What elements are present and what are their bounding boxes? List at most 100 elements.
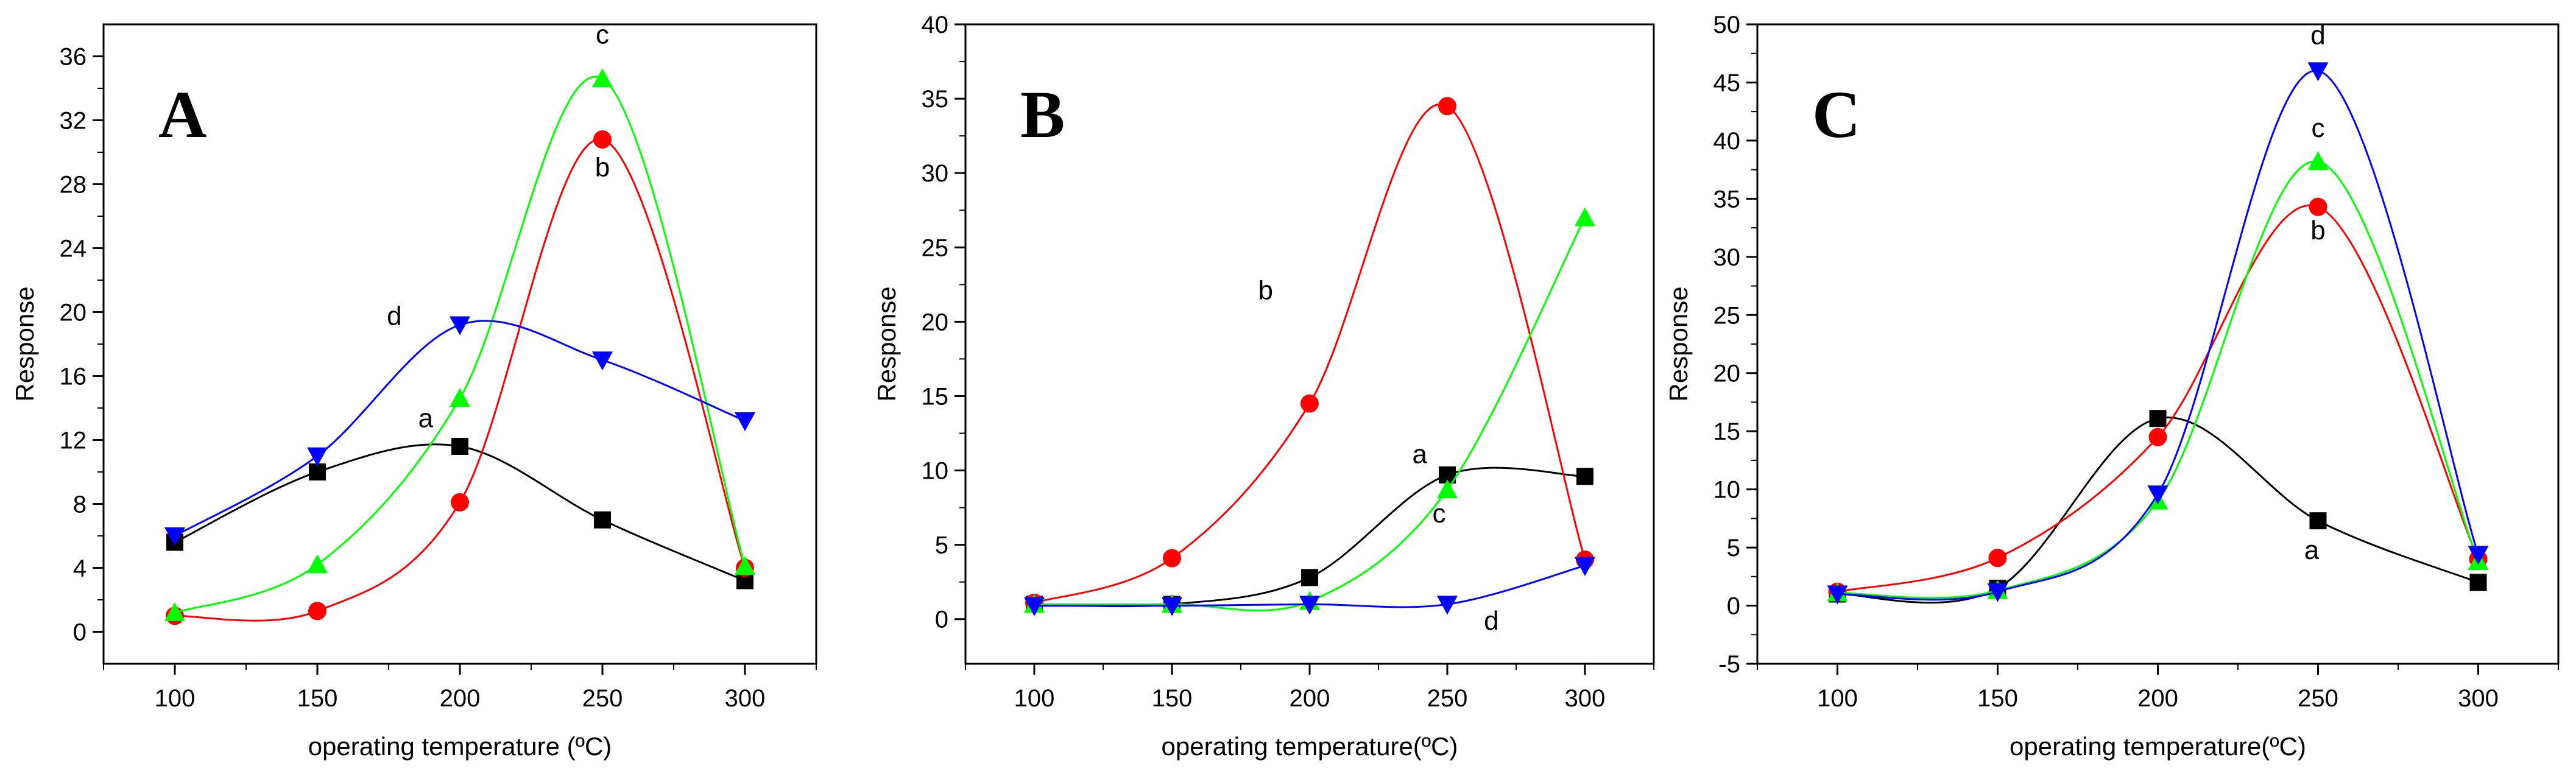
- panel-b-letter: B: [1020, 77, 1065, 152]
- panel-b-series-d-point: [1162, 597, 1182, 616]
- panel-b: 100 150 200 250 300 0 5 10 15 20 25 30 35 40 operating…: [872, 12, 1655, 761]
- panel-a-series-a: a: [166, 404, 753, 589]
- panel-c-series-b-point: [2309, 197, 2327, 216]
- panel-b-series-d-point: [1437, 596, 1458, 615]
- panel-b-series-b: b: [1025, 97, 1594, 612]
- panel-a-series-c-point: [164, 602, 185, 621]
- panel-b-series-d-label: d: [1484, 606, 1498, 636]
- panel-a-series-b-point: [451, 493, 469, 512]
- panel-c-x-tick-label: 250: [2298, 685, 2338, 712]
- panel-b-series-c-label: c: [1432, 499, 1445, 529]
- panel-b-series-a-label: a: [1413, 439, 1428, 469]
- panel-a-x-tick-label: 100: [155, 685, 196, 712]
- panel-b-series-b-point: [1438, 97, 1456, 116]
- panel-a-y-tick-label: 20: [60, 300, 87, 326]
- panel-c-letter: C: [1812, 77, 1860, 152]
- panel-c-y-tick-label: 40: [1713, 128, 1741, 155]
- panel-a-series-a-label: a: [418, 404, 434, 434]
- panel-c-y-tick-label: 15: [1713, 418, 1741, 445]
- panel-c-y-tick-label: 10: [1713, 477, 1741, 504]
- panel-b-series-b-line: [1034, 103, 1586, 604]
- panel-c-series-d-point: [1827, 585, 1848, 605]
- panel-c-y-tick-label: 50: [1713, 12, 1741, 38]
- panel-b-y-tick-label: 0: [935, 607, 948, 633]
- panel-a-x-tick-label: 300: [725, 685, 766, 712]
- panel-a-y-axis-label: Response: [10, 286, 39, 401]
- panel-c-series-c-point: [2307, 151, 2329, 171]
- panel-c-series-d-point: [2307, 62, 2329, 82]
- panel-b-series-b-label: b: [1258, 276, 1272, 306]
- panel-c-series-d-point: [2468, 546, 2489, 565]
- panel-c-x-tick-label: 150: [1977, 685, 2018, 712]
- panel-c-y-tick-label: 45: [1713, 69, 1741, 96]
- panel-c-series-d-point: [2147, 485, 2168, 505]
- panel-a-x-tick-label: 250: [582, 685, 623, 712]
- panel-a-series-a-point: [451, 438, 468, 455]
- panel-a-series-b-point: [593, 130, 612, 149]
- panel-a-plot-frame: [102, 23, 817, 665]
- panel-c-x-tick-label: 100: [1817, 685, 1858, 712]
- panel-a-series-b-label: b: [595, 152, 610, 182]
- panel-c-series-b: b: [1828, 197, 2488, 601]
- panel-c-y-tick-label: 35: [1713, 186, 1741, 213]
- panel-b-series-c-point: [1575, 207, 1595, 227]
- panel-c-series-d: d: [1827, 20, 2489, 605]
- panel-a-y-tick-label: 8: [73, 491, 86, 518]
- panel-a-y-tick-label: 16: [60, 364, 87, 390]
- panel-a-y-tick-label: 12: [60, 427, 87, 454]
- panel-b-y-axis-label: Response: [872, 286, 901, 401]
- panel-c-series-d-point: [1987, 583, 2008, 602]
- panel-c-y-tick-label: 5: [1727, 535, 1740, 561]
- panel-a-letter: A: [158, 77, 206, 152]
- panel-c-y-axis-label: Response: [1664, 286, 1693, 401]
- panel-a-y-tick-label: 24: [60, 236, 87, 262]
- panel-b-series-b-point: [1163, 549, 1181, 568]
- panel-a-series-c-point: [307, 554, 328, 574]
- panel-c-y-tick-label: 25: [1713, 302, 1741, 329]
- panel-c-y-tick-label: -5: [1718, 651, 1740, 678]
- panel-b-y-tick-label: 25: [922, 234, 949, 261]
- panel-a-series-c-label: c: [596, 20, 609, 50]
- panel-b-x-axis-label: operating temperature(ºC): [1162, 732, 1458, 761]
- panel-c-series-a-point: [2309, 512, 2327, 530]
- panel-a-series-a-line: [174, 443, 746, 582]
- panel-c-series-c: c: [1827, 113, 2489, 602]
- panel-b-plot-frame: [964, 23, 1655, 665]
- panel-c-series-b-label: b: [2310, 216, 2325, 245]
- panel-a-series-b: b: [166, 130, 754, 625]
- panel-b-series-a-point: [1576, 468, 1593, 485]
- panel-b-x-tick-label: 200: [1290, 685, 1330, 712]
- panel-c-series-c-label: c: [2312, 113, 2325, 143]
- panel-c-series-a-label: a: [2304, 535, 2320, 565]
- panel-c-x-tick-label: 300: [2458, 685, 2499, 712]
- panel-c-series-a-point: [2469, 574, 2487, 591]
- panel-a-series-b-point: [308, 602, 326, 621]
- panel-b-y-tick-label: 15: [922, 383, 949, 410]
- panel-b-series-a-point: [1301, 569, 1318, 586]
- panel-b-series-d-point: [1024, 597, 1045, 616]
- panel-c-series-c-line: [1837, 160, 2479, 599]
- panel-b-y-tick-label: 40: [922, 12, 949, 38]
- panel-a-series-c: c: [164, 20, 755, 621]
- panel-a-series-d-point: [735, 412, 755, 431]
- panel-c-y-tick-label: 0: [1727, 593, 1740, 620]
- panel-a-series-c-point: [592, 68, 613, 88]
- panel-c: 100 150 200 250 300 -5 0 5 10 15 20 25 30 35 40 45 50 ope…: [1664, 12, 2560, 761]
- panel-b-x-tick-label: 250: [1427, 685, 1468, 712]
- panel-b-series-c-point: [1437, 479, 1458, 499]
- panel-a-y-tick-label: 36: [60, 44, 87, 71]
- panel-a-series-d-point: [307, 447, 328, 466]
- panel-b-y-tick-label: 35: [922, 86, 949, 113]
- panel-a-x-tick-label: 150: [297, 685, 338, 712]
- panel-c-x-axis-label: operating temperature(ºC): [2010, 732, 2306, 761]
- panel-a-series-d: d: [164, 301, 755, 546]
- panel-b-y-tick-label: 20: [922, 309, 949, 336]
- panel-b-series-c-line: [1034, 217, 1586, 612]
- panel-a: 100 150 200 250 300 0 4 8 12 16 20 24 28 32 36 operatin…: [10, 20, 817, 761]
- panel-b-y-tick-label: 30: [922, 160, 949, 187]
- panel-c-series-a-point: [2149, 410, 2167, 427]
- panel-a-series-c-line: [174, 76, 746, 614]
- panel-c-y-tick-label: 30: [1713, 244, 1741, 271]
- panel-a-y-tick-label: 28: [60, 172, 87, 199]
